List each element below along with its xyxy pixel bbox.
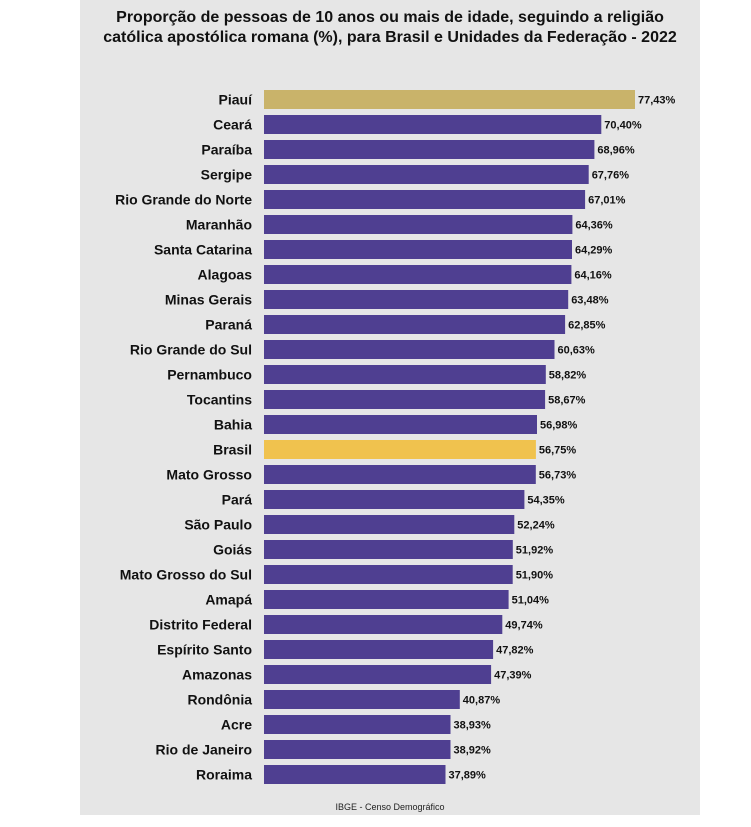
value-label: 51,04% [512,595,550,607]
bar [264,540,513,559]
value-label: 40,87% [463,695,501,707]
category-label: Rio Grande do Norte [115,192,252,208]
value-label: 77,43% [638,95,676,107]
bar [264,715,451,734]
value-label: 70,40% [604,120,642,132]
bar [264,340,555,359]
bar [264,190,586,209]
category-label: Roraima [196,767,252,783]
category-label: Ceará [213,117,252,133]
value-label: 67,76% [592,170,630,182]
value-label: 58,82% [549,370,587,382]
category-label: Brasil [213,442,252,458]
category-label: Sergipe [201,167,253,183]
value-label: 64,36% [575,220,613,232]
bar [264,740,451,759]
bar [264,290,569,309]
bar [264,640,494,659]
category-label: Distrito Federal [149,617,252,633]
category-label: Paraná [205,317,252,333]
category-label: Piauí [219,92,254,108]
bar [264,215,573,234]
bar [264,390,546,409]
value-label: 54,35% [527,495,565,507]
category-label: Mato Grosso [166,467,252,483]
value-label: 47,39% [494,670,532,682]
value-label: 49,74% [505,620,543,632]
category-label: Amazonas [182,667,252,683]
bar [264,615,503,634]
bar [264,415,537,434]
value-label: 38,93% [454,720,492,732]
bar [264,565,513,584]
bar [264,515,515,534]
value-label: 64,16% [574,270,612,282]
category-label: Goiás [213,542,252,558]
bar [264,140,595,159]
value-label: 56,98% [540,420,578,432]
category-label: Alagoas [198,267,253,283]
bar [264,665,492,684]
category-label: Maranhão [186,217,252,233]
bar [264,765,446,784]
value-label: 56,75% [539,445,577,457]
category-label: Pará [222,492,253,508]
bar [264,90,635,109]
chart-title: Proporção de pessoas de 10 anos ou mais … [80,8,700,48]
value-label: 51,90% [516,570,554,582]
value-label: 52,24% [517,520,555,532]
value-label: 37,89% [449,770,487,782]
chart-title-line-1: Proporção de pessoas de 10 anos ou mais … [116,9,664,26]
category-label: Minas Gerais [165,292,252,308]
bar [264,490,525,509]
category-label: Acre [221,717,252,733]
bar [264,465,536,484]
value-label: 62,85% [568,320,606,332]
value-label: 58,67% [548,395,586,407]
bar [264,590,509,609]
category-label: Amapá [205,592,252,608]
bar [264,365,546,384]
value-label: 60,63% [558,345,596,357]
value-label: 64,29% [575,245,613,257]
value-label: 56,73% [539,470,577,482]
category-label: Bahia [214,417,252,433]
value-label: 38,92% [454,745,492,757]
category-label: Espírito Santo [157,642,252,658]
category-label: Tocantins [187,392,252,408]
value-label: 67,01% [588,195,626,207]
bar [264,265,572,284]
value-label: 68,96% [597,145,635,157]
category-label: São Paulo [184,517,252,533]
category-label: Paraíba [201,142,252,158]
bar [264,690,460,709]
bar [264,315,566,334]
value-label: 63,48% [571,295,609,307]
category-label: Mato Grosso do Sul [120,567,252,583]
value-label: 47,82% [496,645,534,657]
category-label: Rio Grande do Sul [130,342,252,358]
bar [264,440,536,459]
bar [264,165,589,184]
category-label: Rio de Janeiro [156,742,252,758]
bar [264,240,572,259]
category-label: Rondônia [187,692,252,708]
value-label: 51,92% [516,545,554,557]
source-note: IBGE - Censo Demográfico [335,802,445,812]
category-label: Santa Catarina [154,242,252,258]
chart-title-line-2: católica apostólica romana (%), para Bra… [103,29,677,46]
bar [264,115,602,134]
category-label: Pernambuco [167,367,252,383]
